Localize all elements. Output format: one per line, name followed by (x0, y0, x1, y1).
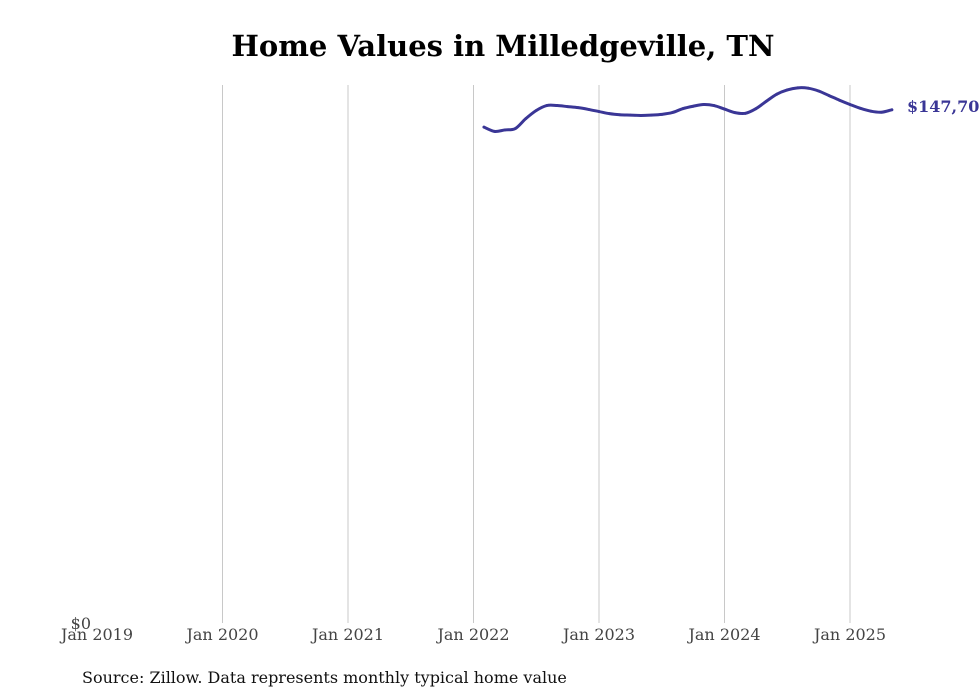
data-point (827, 94, 831, 98)
data-point (503, 128, 507, 132)
data-point (838, 98, 841, 102)
data-point (681, 107, 685, 111)
data-point (817, 89, 821, 93)
data-point (691, 104, 695, 108)
data-point (702, 103, 705, 106)
data-point (555, 104, 559, 107)
chart-title: Home Values in Milledgeville, TN (231, 29, 775, 63)
data-point (712, 104, 716, 107)
data-point (670, 111, 674, 115)
data-point (859, 106, 862, 110)
home-value-line (482, 86, 894, 133)
x-tick-label: Jan 2020 (184, 625, 258, 644)
data-point (639, 114, 643, 117)
data-point (890, 108, 894, 112)
data-point (733, 111, 737, 115)
data-point (649, 113, 653, 117)
data-point (764, 99, 768, 103)
x-tick-label: Jan 2022 (435, 625, 509, 644)
data-point (576, 106, 580, 110)
data-point (608, 112, 611, 116)
y-tick-label: $0 (71, 614, 91, 633)
data-point (869, 109, 873, 113)
data-point (597, 110, 601, 113)
data-point (744, 111, 747, 115)
data-point (723, 107, 726, 111)
data-point (534, 109, 538, 112)
data-point (493, 129, 496, 133)
data-point (628, 113, 632, 117)
data-point (482, 125, 486, 129)
data-point (587, 108, 590, 111)
data-point (513, 127, 517, 130)
x-tick-label: Jan 2023 (561, 625, 635, 644)
data-points (482, 86, 894, 133)
last-value-label: $147,70 (907, 97, 979, 116)
x-tick-label: Jan 2025 (812, 625, 886, 644)
data-point (879, 110, 883, 114)
data-point (848, 103, 852, 106)
x-tick-label: Jan 2024 (686, 625, 760, 644)
gridlines (222, 85, 851, 623)
data-point (775, 92, 779, 96)
data-point (545, 104, 549, 107)
data-point (806, 86, 810, 90)
data-point (785, 88, 789, 92)
data-point (618, 113, 622, 117)
data-point (660, 112, 664, 116)
x-tick-label: Jan 2021 (310, 625, 384, 644)
x-axis-ticks: Jan 2019 Jan 2020 Jan 2021 Jan 2022 Jan 2023… (59, 625, 886, 644)
source-note: Source: Zillow. Data represents monthly … (82, 668, 567, 687)
data-point (796, 86, 800, 90)
data-point (524, 117, 528, 121)
data-point (566, 105, 570, 108)
data-point (754, 107, 758, 111)
x-tick-label: Jan 2019 (59, 625, 133, 644)
